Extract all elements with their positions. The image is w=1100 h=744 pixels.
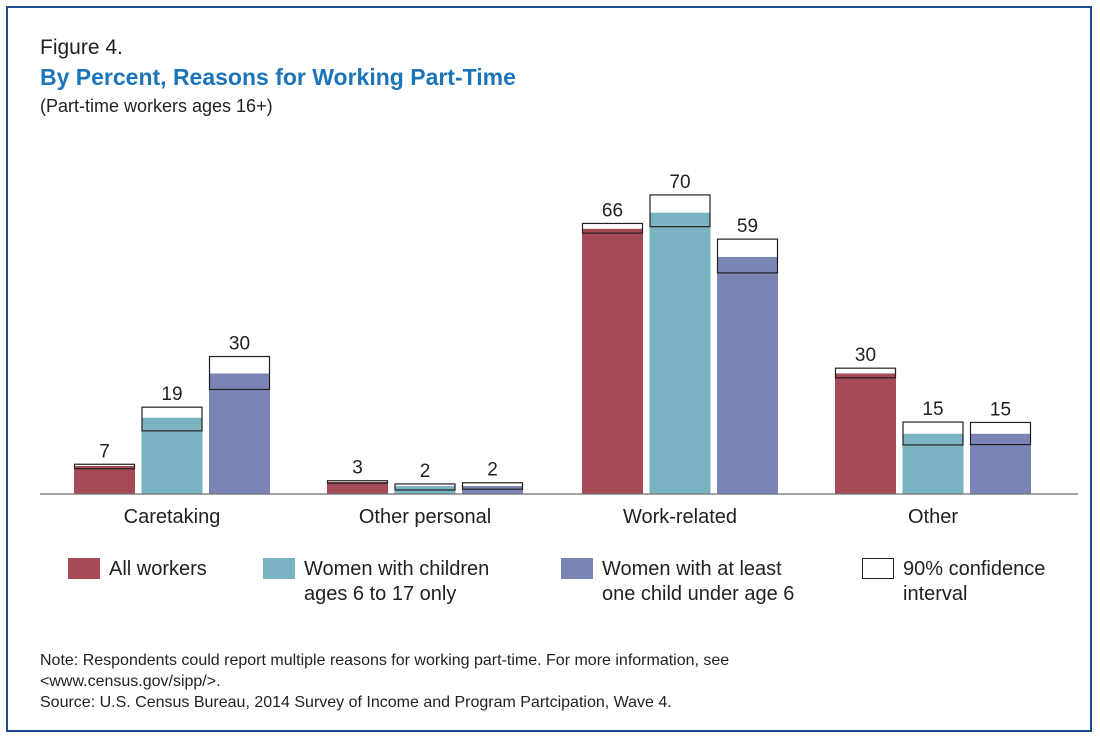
ci-box-other-personal-series-1	[394, 483, 456, 491]
data-label-work-related-series-2: 59	[737, 216, 758, 237]
ci-upper-fill-caretaking-series-2	[209, 356, 270, 374]
ci-upper-fill-work-related-series-2	[717, 239, 778, 257]
figure-label: Figure 4.	[40, 36, 123, 59]
legend-item-women-child-under-6: Women with at least one child under age …	[561, 557, 794, 607]
ci-box-caretaking-series-1	[141, 406, 203, 432]
data-label-work-related-series-0: 66	[602, 200, 623, 221]
ci-upper-fill-caretaking-series-0	[74, 464, 135, 466]
data-label-caretaking-series-2: 30	[229, 334, 250, 355]
bar-other-series-1	[902, 433, 964, 494]
legend-swatch-all-workers	[68, 558, 100, 579]
legend-item-confidence-interval: 90% confidence interval	[862, 557, 1045, 607]
ci-box-work-related-series-1	[649, 194, 711, 228]
bar-work-related-series-1	[649, 212, 711, 494]
bar-caretaking-series-2	[209, 373, 270, 494]
legend-label: one child under age 6	[602, 583, 795, 605]
ci-box-work-related-series-2	[716, 238, 779, 274]
ci-box-other-personal-series-2	[461, 482, 524, 490]
bar-other-series-0	[835, 373, 896, 494]
ci-upper-fill-other-series-1	[903, 422, 963, 434]
ci-upper-fill-other-personal-series-1	[395, 483, 455, 486]
legend-label: ages 6 to 17 only	[304, 583, 457, 605]
category-label-other: Other	[908, 506, 958, 528]
ci-upper-fill-other-series-2	[970, 422, 1031, 434]
category-label-caretaking: Caretaking	[124, 506, 221, 528]
ci-box-other-series-1	[902, 421, 964, 446]
category-label-work-related: Work-related	[623, 506, 737, 528]
legend-item-women-children-6-17: Women with children ages 6 to 17 only	[263, 557, 489, 607]
category-label-other-personal: Other personal	[359, 506, 491, 528]
ci-upper-fill-other-series-0	[835, 368, 896, 374]
legend-label: All workers	[109, 558, 207, 580]
bar-caretaking-series-0	[74, 465, 135, 494]
bar-caretaking-series-1	[141, 417, 203, 494]
ci-upper-fill-work-related-series-0	[582, 223, 643, 229]
ci-box-caretaking-series-0	[73, 463, 136, 470]
bar-other-personal-series-0	[327, 481, 388, 494]
note-line: Note: Respondents could report multiple …	[40, 652, 730, 669]
legend-label: interval	[903, 583, 968, 605]
ci-upper-fill-caretaking-series-1	[142, 407, 202, 418]
ci-box-caretaking-series-2	[208, 355, 271, 391]
chart-subtitle: (Part-time workers ages 16+)	[40, 96, 273, 116]
bar-other-series-2	[970, 433, 1031, 494]
bar-other-personal-series-2	[462, 485, 523, 494]
data-label-other-series-0: 30	[855, 345, 876, 366]
figure-frame	[6, 6, 1092, 732]
data-label-caretaking-series-1: 19	[161, 384, 182, 405]
legend-swatch-women-children-6-17	[263, 558, 295, 579]
chart-title: By Percent, Reasons for Working Part-Tim…	[40, 64, 516, 90]
note-link: <www.census.gov/sipp/>.	[40, 673, 221, 690]
legend-label: 90% confidence	[903, 558, 1046, 580]
ci-upper-fill-work-related-series-1	[650, 194, 710, 213]
ci-box-other-personal-series-0	[326, 480, 389, 484]
ci-upper-fill-other-personal-series-0	[327, 480, 388, 482]
legend-swatch-confidence-interval	[862, 558, 894, 579]
data-label-other-series-1: 15	[922, 399, 943, 420]
ci-box-work-related-series-0	[581, 222, 644, 234]
legend-label: Women with at least	[602, 558, 782, 580]
data-label-other-personal-series-2: 2	[487, 460, 498, 481]
ci-box-other-series-0	[834, 367, 897, 379]
source-line: Source: U.S. Census Bureau, 2014 Survey …	[40, 694, 672, 711]
ci-upper-fill-other-personal-series-2	[462, 482, 523, 486]
notes: Note: Respondents could report multiple …	[40, 650, 729, 713]
data-label-other-series-2: 15	[990, 399, 1011, 420]
legend-item-all-workers: All workers	[68, 557, 207, 582]
data-label-work-related-series-1: 70	[669, 172, 690, 193]
legend-swatch-women-child-under-6	[561, 558, 593, 579]
data-label-caretaking-series-0: 7	[99, 441, 110, 462]
data-label-other-personal-series-1: 2	[420, 461, 431, 482]
bar-work-related-series-0	[582, 228, 643, 494]
ci-box-other-series-2	[969, 421, 1032, 446]
bar-work-related-series-2	[717, 256, 778, 494]
data-label-other-personal-series-0: 3	[352, 458, 363, 479]
legend-label: Women with children	[304, 558, 490, 580]
